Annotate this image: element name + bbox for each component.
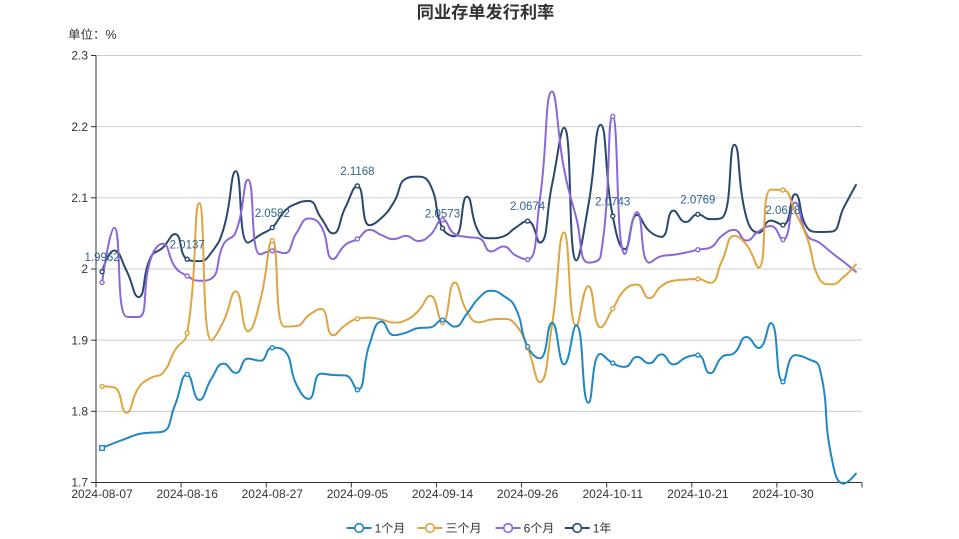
- svg-text:2.0582: 2.0582: [255, 208, 290, 220]
- svg-text:2024-09-05: 2024-09-05: [327, 487, 389, 501]
- svg-text:1: 1: [593, 521, 600, 535]
- svg-text:2024-10-11: 2024-10-11: [583, 487, 644, 501]
- svg-text:2024-08-07: 2024-08-07: [71, 487, 133, 501]
- svg-text:2024-08-16: 2024-08-16: [156, 487, 218, 501]
- svg-text:2024-09-26: 2024-09-26: [497, 487, 559, 501]
- svg-text:1.9962: 1.9962: [84, 252, 119, 264]
- svg-text:2024-10-21: 2024-10-21: [667, 487, 729, 501]
- svg-text:2.2: 2.2: [71, 120, 88, 134]
- svg-text:2024-09-14: 2024-09-14: [412, 487, 474, 501]
- svg-text:%: %: [106, 28, 117, 42]
- svg-text:2.0674: 2.0674: [510, 201, 546, 213]
- svg-text:2.3: 2.3: [71, 49, 88, 63]
- svg-text:2024-10-30: 2024-10-30: [752, 487, 814, 501]
- svg-text:2.1168: 2.1168: [340, 166, 374, 178]
- svg-text:2.1: 2.1: [71, 191, 88, 205]
- svg-text:2.0743: 2.0743: [595, 196, 630, 208]
- svg-text:2.0618: 2.0618: [765, 205, 800, 217]
- svg-text:1.7: 1.7: [71, 476, 88, 490]
- svg-text:2024-08-27: 2024-08-27: [242, 487, 304, 501]
- svg-text:2.0573: 2.0573: [425, 208, 460, 220]
- svg-text:1.9: 1.9: [71, 333, 88, 347]
- svg-text:1: 1: [375, 521, 382, 535]
- svg-text:2.0769: 2.0769: [680, 194, 715, 206]
- svg-text:2.0137: 2.0137: [170, 239, 205, 251]
- svg-text:1.8: 1.8: [71, 405, 88, 419]
- svg-text:6: 6: [524, 521, 531, 535]
- svg-text:2: 2: [81, 262, 88, 276]
